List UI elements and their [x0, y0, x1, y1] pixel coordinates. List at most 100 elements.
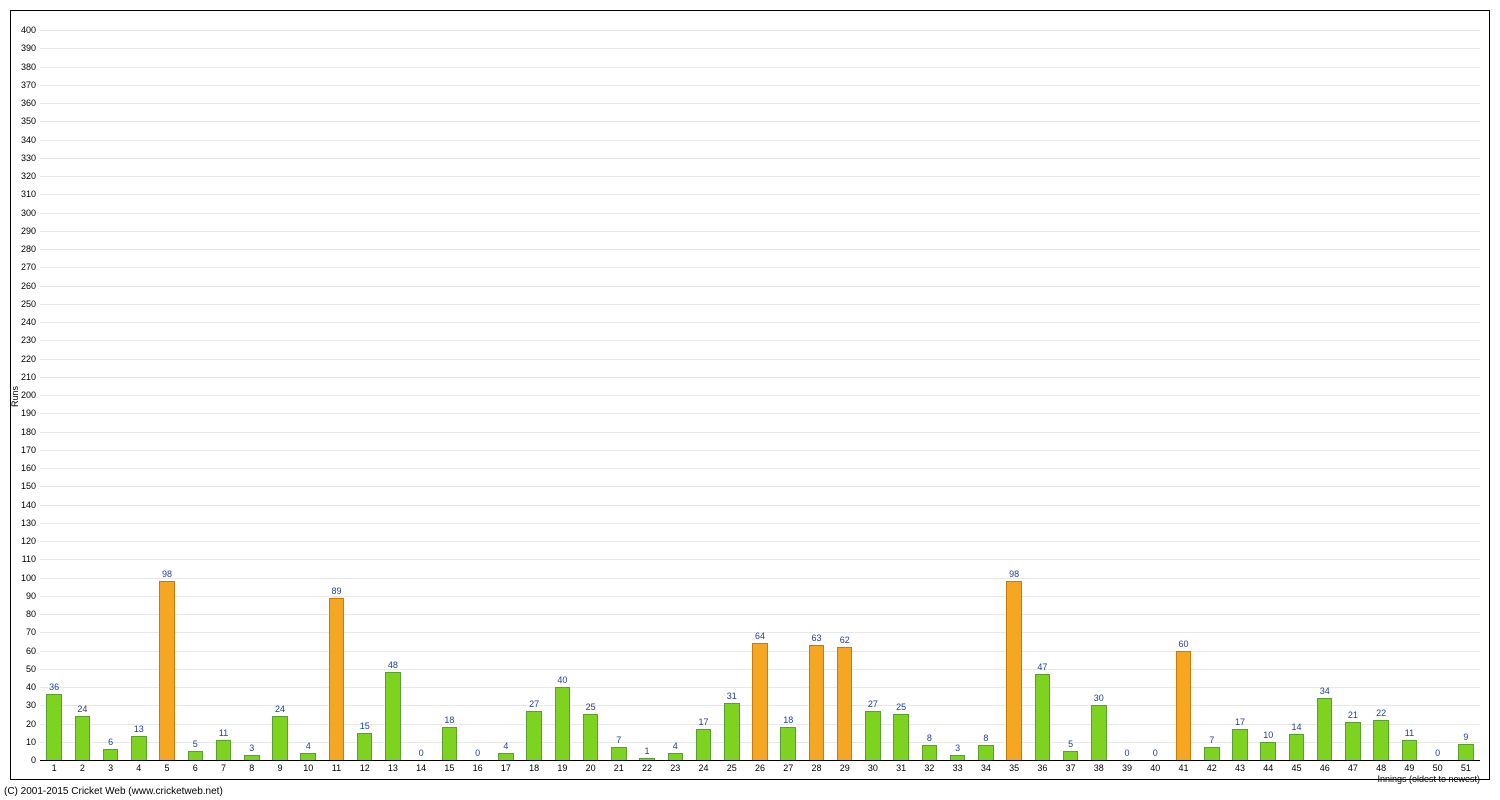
gridline: [40, 85, 1480, 86]
bar-value-label: 4: [306, 741, 311, 751]
x-tick-label: 29: [840, 763, 850, 773]
bar: [1035, 674, 1051, 760]
bar-value-label: 0: [475, 748, 480, 758]
y-tick-label: 370: [10, 80, 36, 90]
bar: [555, 687, 571, 760]
bar-value-label: 15: [360, 721, 370, 731]
bar: [442, 727, 458, 760]
x-tick-label: 19: [557, 763, 567, 773]
x-tick-label: 48: [1376, 763, 1386, 773]
bar-value-label: 3: [955, 743, 960, 753]
bar: [75, 716, 91, 760]
y-tick-label: 20: [10, 719, 36, 729]
y-tick-label: 220: [10, 354, 36, 364]
y-tick-label: 80: [10, 609, 36, 619]
y-tick-label: 260: [10, 281, 36, 291]
bar: [159, 581, 175, 760]
bar-value-label: 11: [219, 728, 228, 738]
bar-value-label: 18: [444, 715, 454, 725]
bar-value-label: 40: [557, 675, 567, 685]
bar-value-label: 21: [1348, 710, 1358, 720]
y-tick-label: 120: [10, 536, 36, 546]
gridline: [40, 121, 1480, 122]
gridline: [40, 760, 1480, 761]
y-tick-label: 400: [10, 25, 36, 35]
gridline: [40, 413, 1480, 414]
bar: [978, 745, 994, 760]
x-tick-label: 45: [1291, 763, 1301, 773]
gridline: [40, 249, 1480, 250]
y-tick-label: 250: [10, 299, 36, 309]
bar: [639, 758, 655, 760]
gridline: [40, 359, 1480, 360]
bar-value-label: 31: [727, 691, 737, 701]
bar: [809, 645, 825, 760]
bar: [922, 745, 938, 760]
x-tick-label: 46: [1320, 763, 1330, 773]
x-tick-label: 38: [1094, 763, 1104, 773]
x-tick-label: 34: [981, 763, 991, 773]
bar: [780, 727, 796, 760]
bar-value-label: 7: [616, 735, 621, 745]
bar-value-label: 22: [1376, 708, 1386, 718]
bar: [329, 598, 345, 760]
x-tick-label: 26: [755, 763, 765, 773]
x-tick-label: 3: [108, 763, 113, 773]
bar-value-label: 0: [1153, 748, 1158, 758]
y-tick-label: 50: [10, 664, 36, 674]
bar: [1063, 751, 1079, 760]
bar-value-label: 10: [1263, 730, 1273, 740]
x-tick-label: 10: [303, 763, 313, 773]
bar: [696, 729, 712, 760]
x-tick-label: 14: [416, 763, 426, 773]
x-tick-label: 43: [1235, 763, 1245, 773]
gridline: [40, 432, 1480, 433]
bar: [1091, 705, 1107, 760]
gridline: [40, 450, 1480, 451]
y-tick-label: 300: [10, 208, 36, 218]
bar-value-label: 60: [1179, 639, 1189, 649]
y-tick-label: 40: [10, 682, 36, 692]
bar-value-label: 4: [503, 741, 508, 751]
bar: [131, 736, 147, 760]
bar-value-label: 25: [586, 702, 596, 712]
bar: [865, 711, 881, 760]
x-tick-label: 16: [473, 763, 483, 773]
x-tick-label: 18: [529, 763, 539, 773]
gridline: [40, 194, 1480, 195]
bar-value-label: 64: [755, 631, 765, 641]
bar-value-label: 11: [1405, 728, 1414, 738]
x-tick-label: 6: [193, 763, 198, 773]
bar-value-label: 6: [108, 737, 113, 747]
y-tick-label: 160: [10, 463, 36, 473]
bar-value-label: 9: [1463, 732, 1468, 742]
bar-value-label: 18: [783, 715, 793, 725]
gridline: [40, 140, 1480, 141]
bar-value-label: 34: [1320, 686, 1330, 696]
gridline: [40, 559, 1480, 560]
x-tick-label: 31: [896, 763, 906, 773]
x-tick-label: 20: [586, 763, 596, 773]
x-tick-label: 5: [165, 763, 170, 773]
gridline: [40, 322, 1480, 323]
bar-value-label: 48: [388, 660, 398, 670]
y-tick-label: 110: [10, 554, 36, 564]
bar-value-label: 0: [1435, 748, 1440, 758]
bar-value-label: 17: [1235, 717, 1245, 727]
bar-value-label: 3: [249, 743, 254, 753]
y-tick-label: 90: [10, 591, 36, 601]
y-tick-label: 350: [10, 116, 36, 126]
bar: [1289, 734, 1305, 760]
bar: [724, 703, 740, 760]
y-tick-label: 60: [10, 646, 36, 656]
x-tick-label: 30: [868, 763, 878, 773]
x-tick-label: 2: [80, 763, 85, 773]
x-axis-label: Innings (oldest to newest): [1377, 774, 1480, 784]
x-tick-label: 41: [1179, 763, 1189, 773]
gridline: [40, 67, 1480, 68]
bar: [1402, 740, 1418, 760]
y-tick-label: 310: [10, 189, 36, 199]
bar: [188, 751, 204, 760]
bar: [611, 747, 627, 760]
x-tick-label: 22: [642, 763, 652, 773]
